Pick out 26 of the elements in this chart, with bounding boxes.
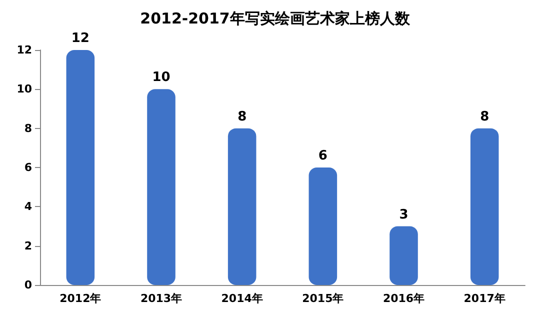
y-tick-label: 0 <box>24 278 32 292</box>
data-label: 8 <box>480 109 490 124</box>
x-tick-label: 2014年 <box>221 292 263 305</box>
y-tick-label: 6 <box>24 161 32 174</box>
bar <box>147 89 176 285</box>
data-label: 8 <box>238 109 247 124</box>
y-tick-label: 8 <box>24 122 32 135</box>
y-tick-label: 2 <box>24 239 32 252</box>
y-tick-label: 10 <box>16 82 32 96</box>
x-tick-label: 2016年 <box>382 292 425 305</box>
x-tick-label: 2013年 <box>140 292 182 305</box>
bar <box>228 128 256 285</box>
chart-title: 2012-2017年写实绘画艺术家上榜人数 <box>140 10 411 28</box>
data-label: 10 <box>152 70 170 86</box>
x-tick-label: 2015年 <box>302 292 344 305</box>
data-label: 3 <box>399 207 408 222</box>
data-label: 12 <box>71 31 90 46</box>
x-tick-label: 2012年 <box>60 292 102 305</box>
x-tick-label: 2017年 <box>464 292 506 305</box>
bar <box>308 168 338 285</box>
y-tick-label: 12 <box>16 44 32 56</box>
bar <box>66 50 95 285</box>
bar <box>470 128 499 285</box>
data-label: 6 <box>318 148 328 164</box>
y-tick-label: 4 <box>24 200 32 214</box>
bar <box>390 226 418 285</box>
